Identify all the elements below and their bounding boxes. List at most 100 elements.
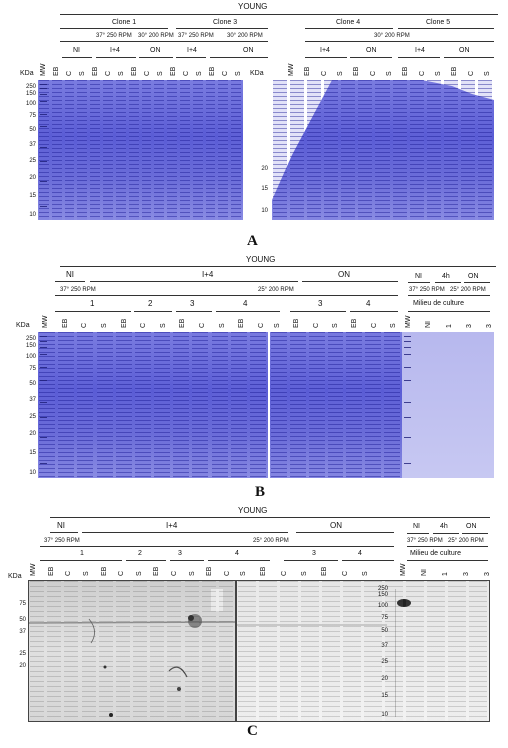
gel-lane bbox=[128, 80, 139, 220]
gel-lane bbox=[218, 80, 229, 220]
gel-lane bbox=[167, 80, 177, 220]
lane-label: S bbox=[79, 71, 86, 76]
lane-label: MW bbox=[42, 315, 49, 328]
panel-a-i4-2: I+4 bbox=[187, 47, 197, 54]
lane-label: EB bbox=[131, 66, 138, 76]
lane-label: S bbox=[332, 323, 339, 328]
mw-tick-label: 100 bbox=[377, 602, 388, 609]
lane-label: EB bbox=[353, 66, 361, 76]
gel-lane bbox=[477, 80, 492, 220]
gel-lane bbox=[259, 581, 277, 721]
lane-label: EB bbox=[260, 566, 268, 576]
panel-b-group-3b: 3 bbox=[318, 299, 323, 308]
lane-label: 3 bbox=[486, 324, 493, 328]
gel-lane bbox=[280, 581, 298, 721]
panel-b-gel-left bbox=[38, 332, 268, 478]
lane-label: C bbox=[467, 70, 475, 76]
ladder-band bbox=[40, 94, 47, 95]
ladder-band bbox=[40, 126, 47, 128]
gel-lane bbox=[324, 80, 339, 220]
ladder-band bbox=[40, 463, 47, 465]
panel-a-i4-1: I+4 bbox=[110, 47, 120, 54]
lane-label: EB bbox=[170, 66, 177, 76]
panel-a-cond-1: 37° 250 RPM bbox=[96, 33, 132, 39]
panel-b-cond-2: 25° 200 RPM bbox=[258, 287, 294, 293]
panel-a-on-3: ON bbox=[366, 47, 377, 54]
panel-b-group-4b: 4 bbox=[366, 299, 371, 308]
gel-lane bbox=[426, 80, 441, 220]
mw-tick-label: 250 bbox=[25, 336, 36, 342]
gel-lane bbox=[341, 80, 356, 220]
gel-lane bbox=[409, 80, 424, 220]
panel-b-mw-scale: 250 150 100 75 50 37 25 20 15 10 bbox=[10, 332, 36, 478]
gel-lane bbox=[39, 80, 49, 220]
lane-label: C bbox=[280, 570, 288, 576]
panel-a-clone-5: Clone 5 bbox=[426, 19, 451, 26]
panel-b-gel-right bbox=[402, 332, 494, 478]
panel-a-ni: NI bbox=[73, 47, 80, 54]
lane-label: S bbox=[157, 71, 164, 76]
mw-tick-label: 250 bbox=[25, 84, 36, 90]
gel-lane bbox=[167, 581, 182, 721]
mw-tick-label: 20 bbox=[381, 675, 388, 682]
ladder-band bbox=[40, 206, 47, 207]
gel-lane bbox=[230, 332, 247, 478]
lane-label: S bbox=[118, 71, 125, 76]
gel-lane bbox=[179, 80, 190, 220]
ladder-band bbox=[404, 402, 411, 404]
gel-lane bbox=[64, 80, 75, 220]
lane-label: EB bbox=[153, 566, 161, 576]
ladder-band bbox=[404, 367, 411, 369]
panel-c-cond-3: 37° 250 RPM bbox=[407, 538, 443, 544]
ladder-band bbox=[40, 416, 47, 418]
ladder-band bbox=[40, 101, 47, 102]
mw-tick-label: 37 bbox=[29, 141, 36, 148]
ladder-band bbox=[404, 346, 411, 348]
ladder-band bbox=[40, 88, 47, 90]
mw-tick-label: 15 bbox=[261, 186, 268, 192]
lane-label: EB bbox=[321, 566, 329, 576]
panel-a-clone-4: Clone 4 bbox=[336, 19, 361, 26]
panel-c-ni: NI bbox=[57, 521, 65, 530]
lane-label: C bbox=[418, 70, 426, 76]
mw-tick-label: 75 bbox=[19, 601, 26, 607]
panel-a-cond-2: 30° 200 RPM bbox=[138, 33, 174, 39]
panel-a-mw-scale-right: 20 15 10 bbox=[246, 80, 268, 220]
mw-tick-label: 37 bbox=[29, 396, 36, 403]
panel-b-4h: 4h bbox=[442, 273, 450, 280]
lane-label: C bbox=[144, 70, 151, 76]
lane-label: S bbox=[301, 571, 308, 576]
ladder-band bbox=[40, 147, 47, 149]
gel-lane bbox=[98, 581, 113, 721]
lane-label: S bbox=[386, 71, 393, 76]
mw-tick-label: 250 bbox=[377, 586, 388, 592]
lane-label: S bbox=[188, 571, 196, 576]
lane-label: C bbox=[341, 570, 349, 576]
lane-label: S bbox=[274, 323, 281, 328]
lane-label: S bbox=[484, 71, 491, 76]
gel-lane bbox=[150, 581, 165, 721]
panel-c-group-4b: 4 bbox=[358, 550, 362, 557]
gel-lane bbox=[443, 80, 458, 220]
lane-label: EB bbox=[47, 566, 55, 576]
panel-a-on-2: ON bbox=[243, 47, 254, 54]
mw-tick-label: 150 bbox=[377, 592, 388, 599]
lane-label: 1 bbox=[445, 324, 453, 328]
lane-label: C bbox=[312, 322, 320, 328]
mw-tick-label: 75 bbox=[29, 366, 36, 373]
lane-label: MW bbox=[405, 315, 412, 328]
panel-b-group-3: 3 bbox=[190, 299, 195, 308]
gel-lane bbox=[51, 80, 62, 220]
gel-lane bbox=[364, 581, 382, 721]
ladder-band bbox=[404, 336, 411, 338]
lane-label: EB bbox=[304, 66, 312, 76]
panel-c-group-4: 4 bbox=[235, 550, 239, 557]
panel-c-i4: I+4 bbox=[166, 521, 178, 530]
ladder-band bbox=[404, 380, 411, 382]
panel-c-membrane-left bbox=[28, 580, 236, 722]
mw-tick-label: 15 bbox=[29, 193, 36, 200]
lane-label: EB bbox=[92, 66, 99, 76]
panel-c-cond-2: 25° 200 RPM bbox=[253, 538, 289, 544]
lane-label: EB bbox=[61, 318, 69, 328]
mw-tick-label: 25 bbox=[29, 413, 36, 420]
